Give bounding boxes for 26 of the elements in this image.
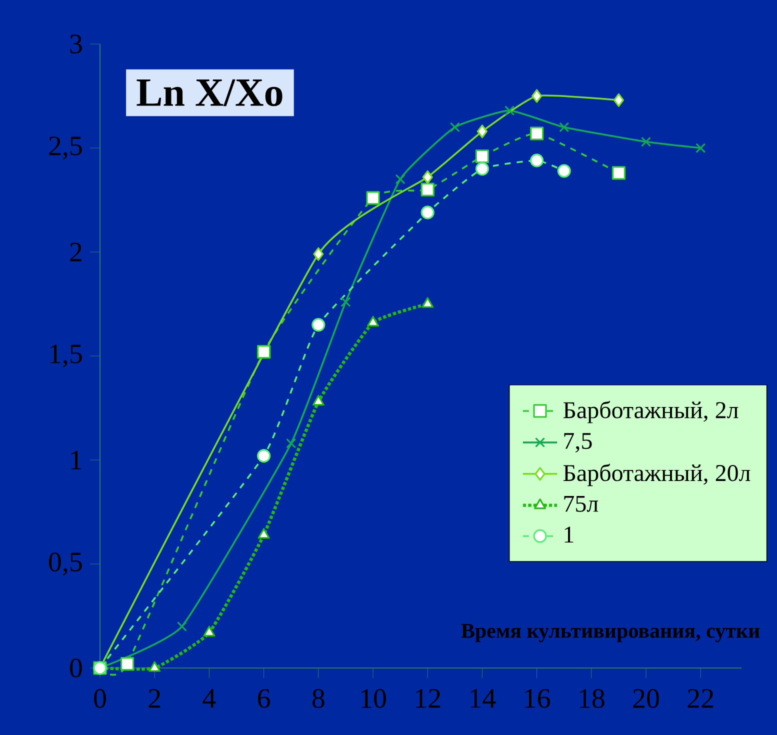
x-tick-label: 20 bbox=[633, 689, 659, 708]
y-tick-label: 0,5 bbox=[49, 552, 82, 576]
x-tick-label: 12 bbox=[416, 689, 440, 708]
legend-label: 1 bbox=[564, 526, 574, 543]
x-tick-label: 16 bbox=[525, 689, 550, 708]
x-tick-label: 8 bbox=[312, 689, 324, 708]
y-tick-label: 1 bbox=[71, 450, 82, 470]
x-axis-title: Время культивирования, сутки bbox=[461, 624, 760, 642]
y-tick-label: 2,5 bbox=[49, 136, 82, 160]
legend-label: Барботажный, 2л bbox=[563, 400, 738, 424]
y-tick-label: 2 bbox=[70, 242, 82, 262]
x-tick-label: 10 bbox=[361, 689, 386, 708]
x-tick-label: 0 bbox=[94, 689, 106, 708]
legend-label: Барботажный, 20л bbox=[563, 464, 750, 486]
x-tick-label: 6 bbox=[258, 689, 270, 708]
x-tick-label: 22 bbox=[688, 689, 714, 708]
legend-label: 75л bbox=[564, 496, 598, 512]
x-tick-label: 4 bbox=[202, 689, 216, 708]
x-tick-label: 2 bbox=[148, 689, 160, 708]
y-tick-label: 1,5 bbox=[50, 344, 82, 368]
y-tick-label: 3 bbox=[70, 34, 82, 54]
x-tick-label: 18 bbox=[580, 689, 604, 708]
x-tick-label: 14 bbox=[470, 689, 496, 708]
y-tick-label: 0 bbox=[70, 658, 82, 678]
y-axis-title: Ln X/Xo bbox=[136, 79, 282, 106]
legend-label: 7,5 bbox=[564, 433, 592, 452]
